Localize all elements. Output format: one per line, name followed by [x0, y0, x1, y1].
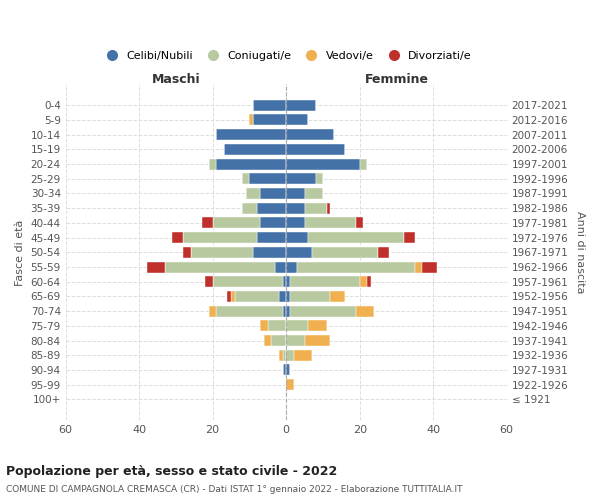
Bar — [378, 247, 389, 258]
Text: Popolazione per età, sesso e stato civile - 2022: Popolazione per età, sesso e stato civil… — [6, 465, 337, 478]
Bar — [217, 158, 286, 170]
Bar — [305, 218, 356, 228]
Bar — [209, 306, 217, 316]
Bar — [260, 188, 286, 199]
Bar — [146, 262, 165, 272]
Bar — [305, 188, 323, 199]
Bar — [367, 276, 371, 287]
Bar — [260, 218, 286, 228]
Bar — [217, 129, 286, 140]
Y-axis label: Fasce di età: Fasce di età — [15, 219, 25, 286]
Bar — [224, 144, 286, 155]
Bar — [305, 202, 326, 213]
Bar — [326, 202, 331, 213]
Bar — [286, 350, 293, 361]
Bar — [283, 276, 286, 287]
Bar — [235, 291, 279, 302]
Bar — [316, 174, 323, 184]
Bar — [286, 364, 290, 376]
Bar — [356, 306, 374, 316]
Bar — [217, 306, 283, 316]
Bar — [360, 276, 367, 287]
Bar — [253, 247, 286, 258]
Y-axis label: Anni di nascita: Anni di nascita — [575, 211, 585, 294]
Bar — [268, 320, 286, 332]
Bar — [275, 262, 286, 272]
Bar — [356, 218, 364, 228]
Bar — [205, 276, 212, 287]
Bar — [286, 100, 316, 111]
Bar — [286, 320, 308, 332]
Bar — [286, 144, 345, 155]
Bar — [404, 232, 415, 243]
Bar — [283, 364, 286, 376]
Bar — [290, 291, 331, 302]
Bar — [286, 247, 312, 258]
Bar — [286, 188, 305, 199]
Bar — [415, 262, 422, 272]
Bar — [260, 320, 268, 332]
Bar — [305, 335, 331, 346]
Bar — [242, 202, 257, 213]
Bar — [253, 114, 286, 126]
Bar — [246, 188, 260, 199]
Bar — [209, 158, 217, 170]
Bar — [271, 335, 286, 346]
Bar — [286, 291, 290, 302]
Bar — [360, 158, 367, 170]
Bar — [286, 129, 334, 140]
Bar — [286, 306, 290, 316]
Text: Femmine: Femmine — [364, 73, 428, 86]
Bar — [183, 247, 191, 258]
Bar — [242, 174, 250, 184]
Bar — [286, 202, 305, 213]
Bar — [279, 350, 283, 361]
Bar — [308, 320, 326, 332]
Bar — [290, 306, 356, 316]
Bar — [212, 218, 260, 228]
Bar — [191, 247, 253, 258]
Bar — [283, 350, 286, 361]
Bar — [250, 114, 253, 126]
Bar — [286, 379, 293, 390]
Bar — [286, 114, 308, 126]
Bar — [312, 247, 378, 258]
Text: Maschi: Maschi — [152, 73, 200, 86]
Bar — [286, 232, 308, 243]
Bar — [279, 291, 286, 302]
Bar — [227, 291, 231, 302]
Bar — [257, 232, 286, 243]
Bar — [264, 335, 271, 346]
Bar — [183, 232, 257, 243]
Bar — [172, 232, 183, 243]
Bar — [286, 276, 290, 287]
Bar — [286, 262, 297, 272]
Bar — [286, 158, 360, 170]
Bar — [286, 218, 305, 228]
Text: COMUNE DI CAMPAGNOLA CREMASCA (CR) - Dati ISTAT 1° gennaio 2022 - Elaborazione T: COMUNE DI CAMPAGNOLA CREMASCA (CR) - Dat… — [6, 485, 463, 494]
Bar — [293, 350, 312, 361]
Bar — [286, 335, 305, 346]
Bar — [283, 306, 286, 316]
Bar — [422, 262, 437, 272]
Bar — [257, 202, 286, 213]
Bar — [308, 232, 404, 243]
Bar — [165, 262, 275, 272]
Bar — [212, 276, 283, 287]
Bar — [231, 291, 235, 302]
Bar — [202, 218, 212, 228]
Bar — [253, 100, 286, 111]
Bar — [290, 276, 360, 287]
Legend: Celibi/Nubili, Coniugati/e, Vedovi/e, Divorziati/e: Celibi/Nubili, Coniugati/e, Vedovi/e, Di… — [96, 46, 476, 66]
Bar — [297, 262, 415, 272]
Bar — [250, 174, 286, 184]
Bar — [286, 174, 316, 184]
Bar — [331, 291, 345, 302]
